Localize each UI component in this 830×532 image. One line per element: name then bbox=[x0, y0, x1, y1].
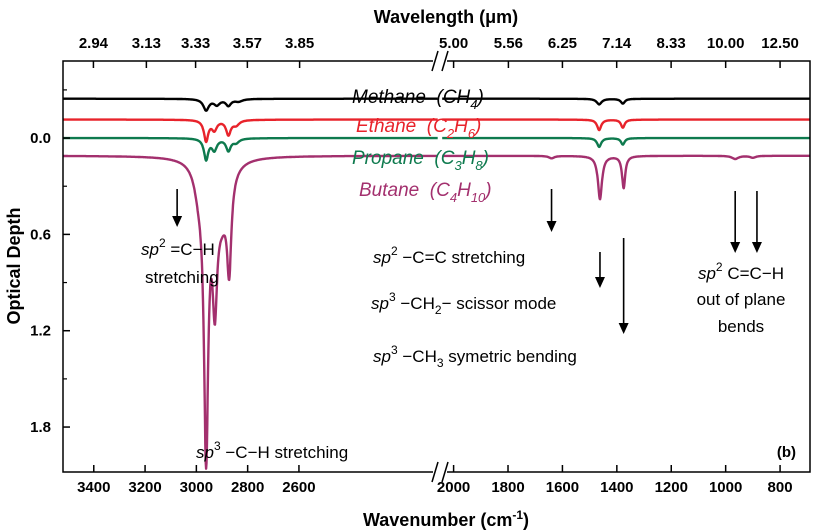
annotation-text: sp2 C=C−H bbox=[698, 260, 784, 283]
x-tick-label: 1400 bbox=[600, 479, 633, 496]
series-line-ethane bbox=[62, 118, 811, 144]
x-tick-label: 800 bbox=[768, 479, 793, 496]
x-tick-label: 2000 bbox=[437, 479, 470, 496]
annotations: sp2 =C−H stretching sp3 −C−H stretching sp2… bbox=[141, 189, 785, 462]
x2-tick-label: 3.33 bbox=[181, 35, 210, 52]
y-tick-label: 0.0 bbox=[30, 130, 51, 147]
x2-tick-label: 3.85 bbox=[285, 35, 314, 52]
annotation-arrowhead bbox=[751, 242, 762, 253]
x2-tick-label: 12.50 bbox=[761, 35, 799, 52]
x2-tick-label: 10.00 bbox=[707, 35, 745, 52]
x2-tick-label: 2.94 bbox=[79, 35, 109, 52]
y-axis-title: Optical Depth bbox=[4, 207, 24, 324]
annotation-text: bends bbox=[718, 317, 764, 336]
x2-axis-title: Wavelength (μm) bbox=[374, 7, 518, 27]
x2-tick-label: 5.00 bbox=[439, 35, 468, 52]
panel-label: (b) bbox=[777, 444, 796, 461]
axis-break bbox=[431, 49, 449, 484]
annotation-text: sp3 −CH3 symetric bending bbox=[373, 343, 577, 370]
annotation-arrowhead bbox=[172, 216, 183, 227]
y-tick-label: 1.2 bbox=[30, 323, 51, 340]
x2-tick-label: 3.13 bbox=[132, 35, 161, 52]
x2-tick-label: 8.33 bbox=[657, 35, 686, 52]
x2-tick-label: 3.57 bbox=[233, 35, 262, 52]
series-line-methane bbox=[62, 97, 811, 112]
annotation-text: out of plane bbox=[697, 290, 786, 309]
axis-break-mark bbox=[441, 461, 449, 483]
series-line-propane bbox=[62, 136, 811, 162]
annotation-text: stretching bbox=[145, 268, 219, 287]
y-tick-label: 1.8 bbox=[30, 419, 51, 436]
series-label-butane: Butane (C4H10) bbox=[359, 180, 492, 205]
annotation-arrowhead bbox=[546, 221, 557, 232]
annotation-arrowhead bbox=[594, 277, 605, 288]
x-axis-title: Wavenumber (cm-1) bbox=[363, 508, 529, 530]
series-label-ethane: Ethane (C2H6) bbox=[356, 116, 481, 141]
annotation-text: sp3 −C−H stretching bbox=[196, 439, 348, 462]
x-tick-label: 3400 bbox=[77, 479, 110, 496]
axis-break-mark bbox=[431, 50, 439, 72]
annotation-text: sp2 =C−H bbox=[141, 236, 215, 259]
annotation-text: sp2 −C=C stretching bbox=[373, 244, 525, 267]
series-label-methane: Methane (CH4) bbox=[352, 87, 484, 112]
x-tick-label: 3000 bbox=[180, 479, 213, 496]
annotation-arrowhead bbox=[730, 242, 741, 253]
x2-tick-label: 5.56 bbox=[494, 35, 523, 52]
x2-tick-label: 7.14 bbox=[602, 35, 632, 52]
x-tick-label: 1800 bbox=[491, 479, 524, 496]
series-line-butane bbox=[62, 154, 811, 470]
ticks: 3400 3200 3000 2800 2600 2000 1800 1600 1400 1200… bbox=[30, 35, 799, 496]
x-tick-label: 1000 bbox=[709, 479, 742, 496]
plot-lines bbox=[62, 97, 811, 470]
x-tick-label: 2600 bbox=[282, 479, 315, 496]
axis-break-mark bbox=[441, 50, 449, 72]
y-tick-label: 0.6 bbox=[30, 226, 51, 243]
x-tick-label: 3200 bbox=[128, 479, 161, 496]
series-label-propane: Propane (C3H8) bbox=[352, 148, 489, 173]
series-labels: Methane (CH4) Ethane (C2H6) Propane (C3H8)… bbox=[352, 87, 492, 205]
x-tick-label: 2800 bbox=[231, 479, 264, 496]
x-tick-label: 1200 bbox=[655, 479, 688, 496]
annotation-arrowhead bbox=[618, 323, 629, 334]
x2-tick-label: 6.25 bbox=[548, 35, 577, 52]
axis-break-mark bbox=[431, 461, 439, 483]
annotation-text: sp3 −CH2− scissor mode bbox=[371, 290, 556, 317]
x-tick-label: 1600 bbox=[546, 479, 579, 496]
